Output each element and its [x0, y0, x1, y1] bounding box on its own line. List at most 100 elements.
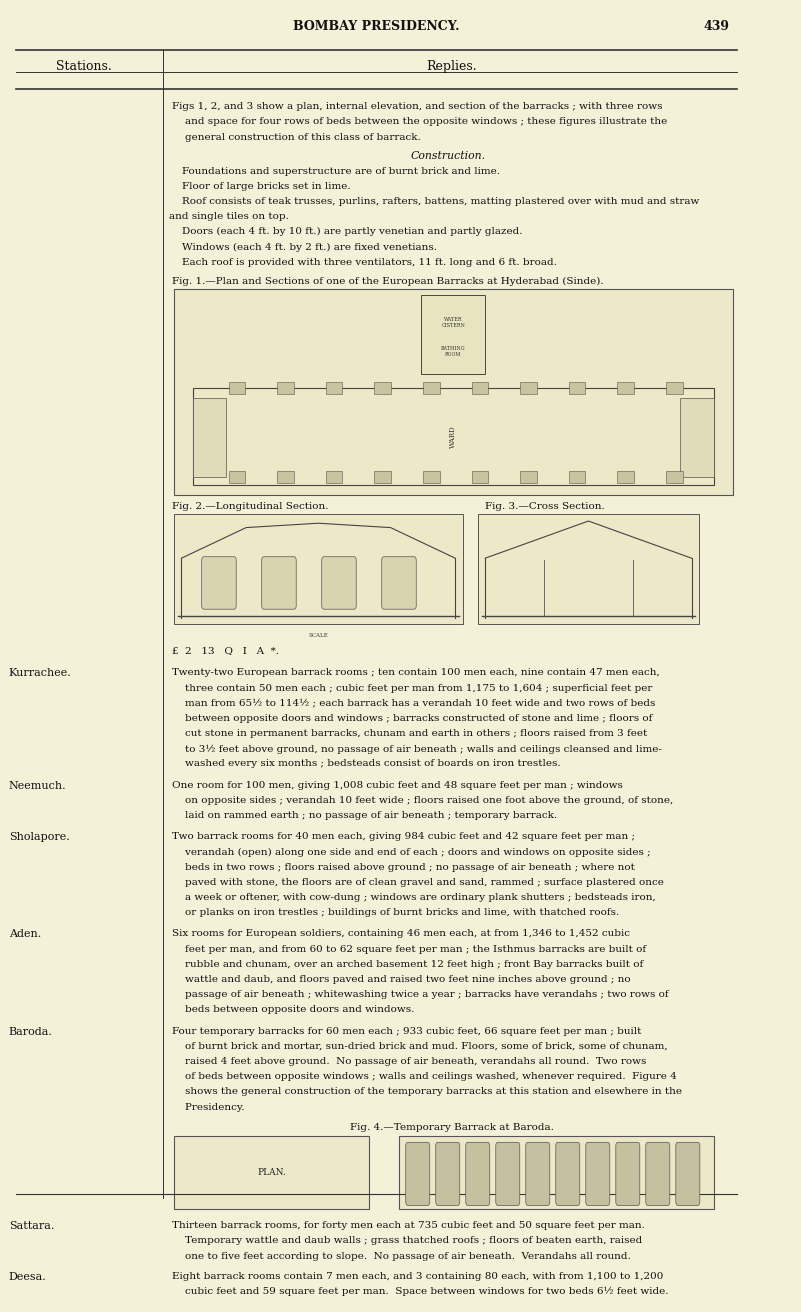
Text: and space for four rows of beds between the opposite windows ; these figures ill: and space for four rows of beds between … [171, 117, 667, 126]
Bar [666, 382, 682, 394]
Bar [472, 382, 488, 394]
Text: between opposite doors and windows ; barracks constructed of stone and lime ; fl: between opposite doors and windows ; bar… [171, 714, 652, 723]
FancyBboxPatch shape [193, 398, 227, 476]
Text: of beds between opposite windows ; walls and ceilings washed, whenever required.: of beds between opposite windows ; walls… [171, 1072, 676, 1081]
Text: Construction.: Construction. [410, 151, 485, 161]
FancyBboxPatch shape [676, 1143, 700, 1206]
Text: Replies.: Replies. [426, 59, 477, 72]
FancyBboxPatch shape [262, 556, 296, 609]
Text: Thirteen barrack rooms, for forty men each at 735 cubic feet and 50 square feet : Thirteen barrack rooms, for forty men ea… [171, 1221, 645, 1231]
Text: feet per man, and from 60 to 62 square feet per man ; the Isthmus barracks are b: feet per man, and from 60 to 62 square f… [171, 945, 646, 954]
Bar [326, 382, 342, 394]
Bar [229, 471, 245, 483]
FancyBboxPatch shape [436, 1143, 460, 1206]
Text: paved with stone, the floors are of clean gravel and sand, rammed ; surface plas: paved with stone, the floors are of clea… [171, 878, 663, 887]
Text: laid on rammed earth ; no passage of air beneath ; temporary barrack.: laid on rammed earth ; no passage of air… [171, 811, 557, 820]
FancyBboxPatch shape [680, 398, 714, 476]
Text: washed every six months ; bedsteads consist of boards on iron trestles.: washed every six months ; bedsteads cons… [171, 760, 561, 769]
Text: cut stone in permanent barracks, chunam and earth in others ; floors raised from: cut stone in permanent barracks, chunam … [171, 729, 647, 739]
Bar [521, 471, 537, 483]
Text: beds between opposite doors and windows.: beds between opposite doors and windows. [171, 1005, 414, 1014]
Text: Doors (each 4 ft. by 10 ft.) are partly venetian and partly glazed.: Doors (each 4 ft. by 10 ft.) are partly … [169, 227, 522, 236]
Text: to 3½ feet above ground, no passage of air beneath ; walls and ceilings cleansed: to 3½ feet above ground, no passage of a… [171, 744, 662, 753]
Bar [618, 471, 634, 483]
Bar [277, 471, 294, 483]
Text: cubic feet and 59 square feet per man.  Space between windows for two beds 6½ fe: cubic feet and 59 square feet per man. S… [171, 1287, 668, 1296]
FancyBboxPatch shape [174, 1136, 369, 1210]
Text: shows the general construction of the temporary barracks at this station and els: shows the general construction of the te… [171, 1088, 682, 1097]
Text: Two barrack rooms for 40 men each, giving 984 cubic feet and 42 square feet per : Two barrack rooms for 40 men each, givin… [171, 832, 634, 841]
Text: Temporary wattle and daub walls ; grass thatched roofs ; floors of beaten earth,: Temporary wattle and daub walls ; grass … [171, 1236, 642, 1245]
Text: rubble and chunam, over an arched basement 12 feet high ; front Bay barracks bui: rubble and chunam, over an arched baseme… [171, 960, 643, 968]
FancyBboxPatch shape [525, 1143, 549, 1206]
Bar [326, 471, 342, 483]
Text: Foundations and superstructure are of burnt brick and lime.: Foundations and superstructure are of bu… [169, 167, 500, 176]
Text: one to five feet according to slope.  No passage of air beneath.  Verandahs all : one to five feet according to slope. No … [171, 1252, 630, 1261]
FancyBboxPatch shape [421, 295, 485, 374]
Text: Figs 1, 2, and 3 show a plan, internal elevation, and section of the barracks ; : Figs 1, 2, and 3 show a plan, internal e… [171, 102, 662, 112]
Text: Four temporary barracks for 60 men each ; 933 cubic feet, 66 square feet per man: Four temporary barracks for 60 men each … [171, 1026, 641, 1035]
Text: Roof consists of teak trusses, purlins, rafters, battens, matting plastered over: Roof consists of teak trusses, purlins, … [169, 197, 699, 206]
FancyBboxPatch shape [202, 556, 236, 609]
Text: Sattara.: Sattara. [9, 1221, 54, 1231]
Text: beds in two rows ; floors raised above ground ; no passage of air beneath ; wher: beds in two rows ; floors raised above g… [171, 863, 634, 871]
Text: Each roof is provided with three ventilators, 11 ft. long and 6 ft. broad.: Each roof is provided with three ventila… [169, 257, 557, 266]
FancyBboxPatch shape [193, 388, 714, 485]
Bar [472, 471, 488, 483]
Text: Sholapore.: Sholapore. [9, 832, 70, 842]
Text: SCALE: SCALE [308, 634, 328, 639]
Text: verandah (open) along one side and end of each ; doors and windows on opposite s: verandah (open) along one side and end o… [171, 848, 650, 857]
Bar [521, 382, 537, 394]
Text: Fig. 1.—Plan and Sections of one of the European Barracks at Hyderabad (Sinde).: Fig. 1.—Plan and Sections of one of the … [171, 277, 603, 286]
Text: Fig. 3.—Cross Section.: Fig. 3.—Cross Section. [485, 502, 605, 512]
Text: man from 65½ to 114½ ; each barrack has a verandah 10 feet wide and two rows of : man from 65½ to 114½ ; each barrack has … [171, 699, 655, 707]
Text: OFFICERS
QUARTERS: OFFICERS QUARTERS [693, 424, 701, 450]
Bar [569, 471, 586, 483]
FancyBboxPatch shape [465, 1143, 489, 1206]
Text: wattle and daub, and floors paved and raised two feet nine inches above ground ;: wattle and daub, and floors paved and ra… [171, 975, 630, 984]
Text: Baroda.: Baroda. [9, 1026, 53, 1036]
Text: raised 4 feet above ground.  No passage of air beneath, verandahs all round.  Tw: raised 4 feet above ground. No passage o… [171, 1057, 646, 1065]
Text: Fig. 2.—Longitudinal Section.: Fig. 2.—Longitudinal Section. [171, 502, 328, 512]
Text: Windows (each 4 ft. by 2 ft.) are fixed venetians.: Windows (each 4 ft. by 2 ft.) are fixed … [169, 243, 437, 252]
Text: general construction of this class of barrack.: general construction of this class of ba… [171, 133, 421, 142]
Text: of burnt brick and mortar, sun-dried brick and mud. Floors, some of brick, some : of burnt brick and mortar, sun-dried bri… [171, 1042, 667, 1051]
FancyBboxPatch shape [556, 1143, 580, 1206]
Bar [375, 382, 391, 394]
FancyBboxPatch shape [586, 1143, 610, 1206]
Text: PLAN.: PLAN. [257, 1168, 286, 1177]
Bar [569, 382, 586, 394]
Bar [229, 382, 245, 394]
FancyBboxPatch shape [322, 556, 356, 609]
Text: Aden.: Aden. [9, 929, 41, 939]
FancyBboxPatch shape [399, 1136, 714, 1210]
Text: BATHING
ROOM: BATHING ROOM [441, 346, 465, 357]
Text: Presidency.: Presidency. [171, 1102, 244, 1111]
Text: three contain 50 men each ; cubic feet per man from 1,175 to 1,604 ; superficial: three contain 50 men each ; cubic feet p… [171, 684, 652, 693]
Text: Kurrachee.: Kurrachee. [9, 668, 71, 678]
FancyBboxPatch shape [174, 514, 463, 623]
Text: OFFICERS
QUARTERS: OFFICERS QUARTERS [205, 424, 214, 450]
Text: WATER
CISTERN: WATER CISTERN [441, 318, 465, 328]
Text: Deesa.: Deesa. [9, 1271, 46, 1282]
Text: Six rooms for European soldiers, containing 46 men each, at from 1,346 to 1,452 : Six rooms for European soldiers, contain… [171, 929, 630, 938]
FancyBboxPatch shape [646, 1143, 670, 1206]
Bar [618, 382, 634, 394]
FancyBboxPatch shape [174, 289, 733, 495]
Text: Floor of large bricks set in lime.: Floor of large bricks set in lime. [169, 182, 350, 190]
FancyBboxPatch shape [406, 1143, 430, 1206]
Text: Neemuch.: Neemuch. [9, 781, 66, 791]
Bar [423, 382, 440, 394]
Text: Eight barrack rooms contain 7 men each, and 3 containing 80 each, with from 1,10: Eight barrack rooms contain 7 men each, … [171, 1271, 663, 1281]
FancyBboxPatch shape [382, 556, 417, 609]
Text: BOMBAY PRESIDENCY.: BOMBAY PRESIDENCY. [293, 20, 460, 33]
Text: and single tiles on top.: and single tiles on top. [169, 213, 288, 222]
FancyBboxPatch shape [496, 1143, 520, 1206]
Text: Fig. 4.—Temporary Barrack at Baroda.: Fig. 4.—Temporary Barrack at Baroda. [349, 1123, 553, 1131]
Text: Stations.: Stations. [56, 59, 112, 72]
Text: 439: 439 [703, 20, 729, 33]
FancyBboxPatch shape [477, 514, 699, 623]
Text: passage of air beneath ; whitewashing twice a year ; barracks have verandahs ; t: passage of air beneath ; whitewashing tw… [171, 991, 668, 1000]
FancyBboxPatch shape [616, 1143, 640, 1206]
Text: or planks on iron trestles ; buildings of burnt bricks and lime, with thatched r: or planks on iron trestles ; buildings o… [171, 908, 619, 917]
